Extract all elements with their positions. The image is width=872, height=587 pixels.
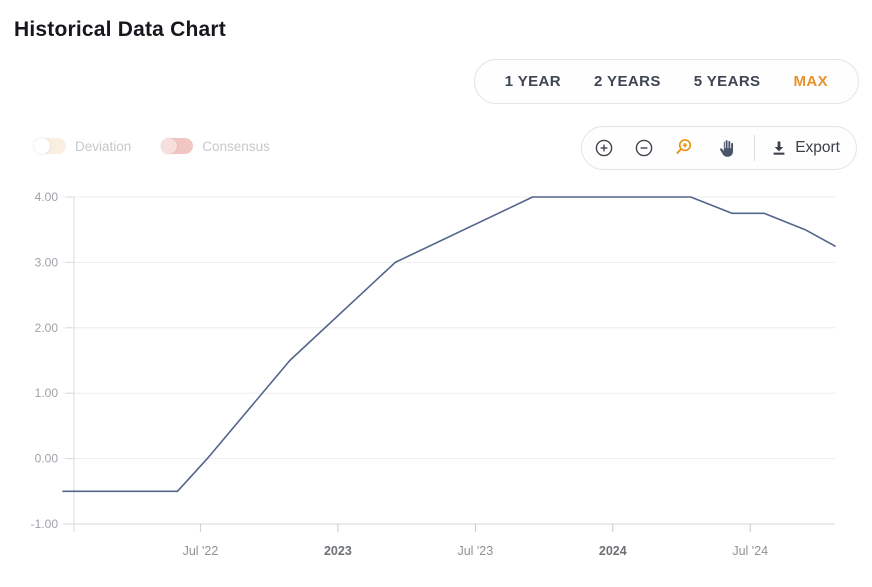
y-axis-label: 4.00 [35, 190, 59, 204]
export-button[interactable]: Export [765, 139, 840, 157]
y-axis-label: 3.00 [35, 255, 59, 269]
zoom-in-button[interactable] [584, 128, 624, 168]
y-axis-label: 2.00 [35, 321, 59, 335]
range-option-5-years[interactable]: 5 YEARS [693, 73, 761, 90]
legend-label: Deviation [75, 138, 132, 154]
page-title: Historical Data Chart [14, 18, 226, 41]
pan-button[interactable] [704, 128, 744, 168]
legend-label: Consensus [202, 138, 270, 154]
zoom-out-button[interactable] [624, 128, 664, 168]
y-axis-label: -1.00 [31, 517, 59, 531]
chart-generated: 4.00 3.00 2.00 1.00 0.00 -1.00 Jul '22 2023 Jul … [31, 190, 836, 558]
y-axis-label: 1.00 [35, 386, 59, 400]
toolbar-divider [754, 135, 756, 161]
x-axis-label: 2024 [599, 544, 627, 558]
range-option-max[interactable]: MAX [793, 73, 828, 90]
magnifier-plus-icon [676, 139, 692, 154]
consensus-toggle[interactable] [161, 138, 194, 154]
zoom-select-button[interactable] [664, 128, 704, 168]
zoom-in-icon [595, 139, 613, 157]
chart-plot-area[interactable] [63, 197, 835, 526]
chart-toolbar: Export [581, 126, 857, 170]
zoom-out-icon [635, 139, 653, 157]
legend-item-deviation[interactable]: Deviation [34, 138, 131, 154]
deviation-toggle[interactable] [34, 138, 66, 154]
x-axis-label: Jul '22 [183, 544, 219, 558]
x-axis-label: 2023 [324, 544, 352, 558]
export-label: Export [795, 139, 840, 156]
legend-item-consensus[interactable]: Consensus [161, 138, 270, 154]
y-axis-label: 0.00 [35, 452, 59, 466]
toggle-knob [161, 138, 178, 154]
range-option-2-years[interactable]: 2 YEARS [594, 73, 661, 90]
download-icon [773, 141, 785, 155]
series-legend: Deviation Consensus [34, 138, 270, 154]
toggle-knob [34, 138, 50, 154]
x-axis-label: Jul '24 [732, 544, 768, 558]
x-axis-label: Jul '23 [457, 544, 493, 558]
hand-pan-icon [719, 139, 733, 157]
range-selector: 1 YEAR 2 YEARS 5 YEARS MAX [473, 59, 859, 104]
rate-line [62, 196, 836, 493]
range-option-1-year[interactable]: 1 YEAR [504, 73, 562, 90]
